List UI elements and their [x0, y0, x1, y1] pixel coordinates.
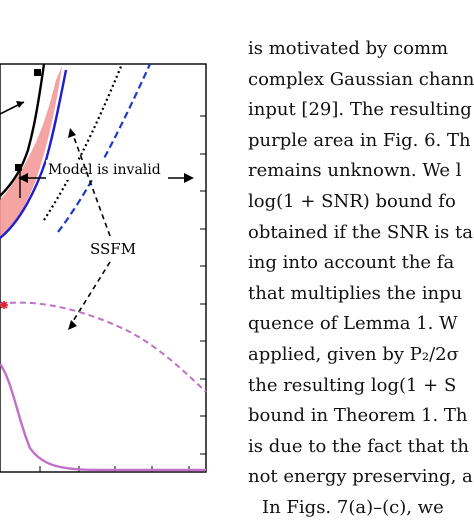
dashed-blue-curve [57, 63, 152, 233]
black-curve [0, 63, 46, 197]
figure-plot: Model is invalid SSFM [0, 63, 207, 473]
text-column: is motivated by comm complex Gaussian ch… [248, 34, 474, 524]
square-marker [15, 164, 22, 171]
arrow-head [16, 101, 24, 108]
ssfm-pointer-up [71, 131, 111, 237]
right-axis-ticks [200, 115, 206, 455]
text-line: not energy preserving, a [248, 466, 473, 488]
invalid-label-bg [46, 160, 168, 180]
arrow-head [68, 320, 77, 330]
purple-dashed-curve [0, 301, 207, 393]
text-line: is due to the fact that th [248, 435, 469, 457]
text-line: is motivated by comm [248, 38, 449, 59]
ssfm-pointer-down [69, 261, 111, 327]
text-line: quence of Lemma 1. W [248, 313, 458, 335]
square-marker [34, 69, 41, 76]
arrow-head [18, 173, 28, 183]
text-line: ing into account the fa [248, 252, 455, 274]
shaded-region [0, 66, 62, 238]
text-line: input [29]. The resulting [248, 99, 472, 121]
text-line: log(1 + SNR) bound fo [248, 190, 456, 212]
text-line: complex Gaussian chann [248, 68, 474, 90]
text-line: purple area in Fig. 6. Th [248, 129, 471, 151]
text-line: bound in Theorem 1. Th [248, 405, 468, 427]
invalid-label: Model is invalid [48, 162, 161, 178]
text-line: applied, given by P₂/2σ [248, 343, 459, 365]
arrow-head [68, 128, 76, 138]
purple-solid-curve [0, 363, 206, 472]
text-line: obtained if the SNR is ta [248, 221, 473, 243]
text-line: the resulting log(1 + S [248, 374, 457, 396]
red-asterisk-marker [0, 301, 8, 309]
text-line: In Figs. 7(a)–(c), we [262, 496, 444, 518]
arrow-head [184, 173, 194, 183]
plot-frame [0, 63, 207, 473]
ssfm-label: SSFM [90, 240, 136, 258]
text-line: remains unknown. We l [248, 160, 462, 182]
text-line: that multiplies the inpu [248, 282, 463, 304]
